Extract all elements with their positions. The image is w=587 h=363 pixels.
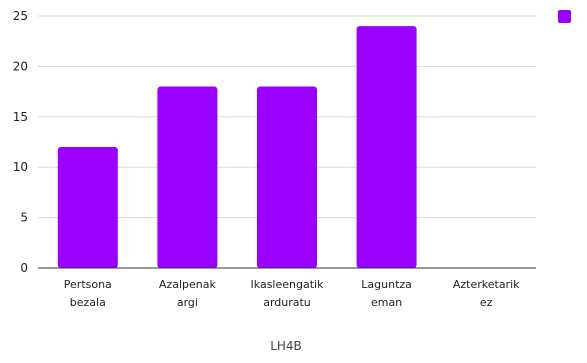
x-category-label: eman: [371, 296, 402, 309]
x-category-label: bezala: [70, 296, 106, 309]
x-category-labels: Pertsona bezala Azalpenak argi Ikasleengatik…: [64, 278, 520, 309]
legend-swatch: [558, 10, 571, 23]
x-category-label: Azterketarik: [453, 278, 520, 291]
y-tick-label: 0: [20, 261, 28, 275]
y-tick-labels: 0 5 10 15 20 25: [13, 9, 28, 275]
x-category-label: Laguntza: [361, 278, 412, 291]
x-category-label: argi: [177, 296, 198, 309]
x-category-label: Ikasleengatik: [251, 278, 325, 291]
x-category-label: Azalpenak: [159, 278, 217, 291]
bar: [356, 26, 417, 268]
y-tick-label: 20: [13, 59, 28, 73]
x-axis-title: LH4B: [270, 339, 302, 353]
x-category-label: arduratu: [263, 296, 311, 309]
bars: [57, 26, 417, 268]
y-tick-label: 10: [13, 160, 28, 174]
y-tick-label: 5: [20, 211, 28, 225]
x-category-label: ez: [480, 296, 493, 309]
y-tick-label: 15: [13, 110, 28, 124]
bar: [257, 86, 317, 268]
y-tick-label: 25: [13, 9, 28, 23]
x-category-label: Pertsona: [64, 278, 112, 291]
bar: [57, 147, 118, 268]
bar: [157, 86, 218, 268]
